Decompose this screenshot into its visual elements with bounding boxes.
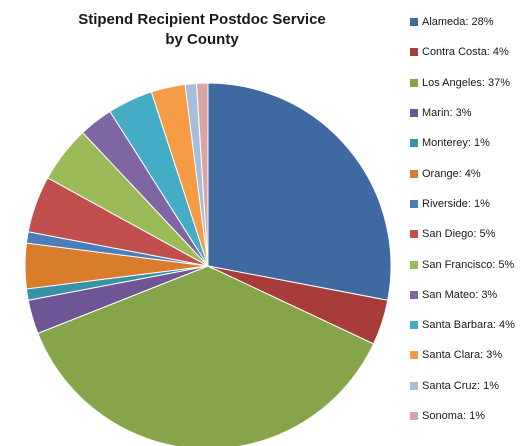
legend-label: Santa Clara: 3% — [422, 349, 503, 362]
legend-item-sonoma: Sonoma: 1% — [410, 401, 527, 431]
legend-swatch — [410, 412, 418, 420]
legend-label: Los Angeles: 37% — [422, 76, 511, 89]
legend-item-alameda: Alameda: 28% — [410, 7, 527, 37]
legend-item-san-diego: San Diego: 5% — [410, 219, 527, 249]
legend-swatch — [410, 48, 418, 57]
legend-swatch — [410, 169, 418, 178]
legend-label: San Diego: 5% — [422, 228, 496, 241]
legend-label: Alameda: 28% — [422, 16, 494, 29]
pie-slice-los-angeles — [37, 265, 375, 446]
legend-swatch — [410, 381, 418, 390]
legend-item-santa-barbara: Santa Barbara: 4% — [410, 310, 527, 340]
legend-item-santa-clara: Santa Clara: 3% — [410, 340, 527, 370]
legend-item-santa-cruz: Santa Cruz: 1% — [410, 371, 527, 401]
legend-item-contra-costa: Contra Costa: 4% — [410, 37, 527, 67]
legend-label: Santa Cruz: 1% — [422, 379, 500, 392]
legend-swatch — [410, 260, 418, 269]
chart-title: Stipend Recipient Postdoc Service by Cou… — [52, 10, 352, 50]
legend-item-orange: Orange: 4% — [410, 158, 527, 188]
legend-swatch — [410, 290, 418, 299]
legend-item-los-angeles: Los Angeles: 37% — [410, 68, 527, 98]
legend-swatch — [410, 109, 418, 118]
legend-swatch — [410, 351, 418, 360]
legend-label: Riverside: 1% — [422, 197, 490, 210]
pie-slice-alameda — [207, 82, 392, 301]
legend-label: Marin: 3% — [422, 107, 472, 120]
chart-title-line-2: by County — [165, 31, 239, 48]
legend-label: San Francisco: 5% — [422, 258, 515, 271]
legend-swatch — [410, 18, 418, 27]
legend-item-san-mateo: San Mateo: 3% — [410, 280, 527, 310]
legend-swatch — [410, 199, 418, 208]
legend-label: Orange: 4% — [422, 167, 481, 180]
pie-slice-sonoma — [195, 82, 209, 267]
legend-label: Santa Barbara: 4% — [422, 319, 515, 332]
legend-label: San Mateo: 3% — [422, 288, 498, 301]
legend-label: Sonoma: 1% — [422, 410, 485, 422]
pie-chart — [24, 82, 392, 446]
legend-item-monterey: Monterey: 1% — [410, 128, 527, 158]
legend-label: Contra Costa: 4% — [422, 46, 509, 59]
chart-title-line-1: Stipend Recipient Postdoc Service — [78, 11, 326, 28]
legend-swatch — [410, 78, 418, 87]
legend-label: Monterey: 1% — [422, 137, 490, 150]
legend-swatch — [410, 139, 418, 148]
legend-item-riverside: Riverside: 1% — [410, 189, 527, 219]
chart-legend: Alameda: 28% Contra Costa: 4% Los Angeles:… — [410, 7, 527, 431]
legend-swatch — [410, 230, 418, 239]
legend-item-san-francisco: San Francisco: 5% — [410, 249, 527, 279]
legend-swatch — [410, 321, 418, 330]
legend-item-marin: Marin: 3% — [410, 98, 527, 128]
